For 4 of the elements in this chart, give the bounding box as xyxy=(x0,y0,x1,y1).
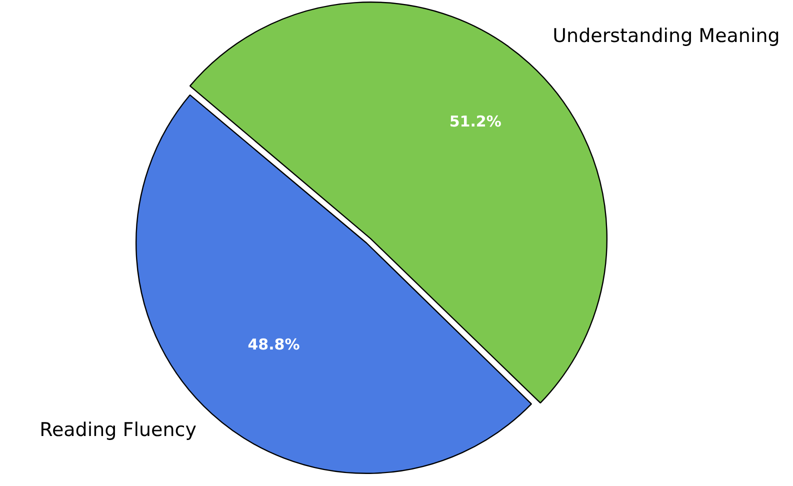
data-label: 51.2% xyxy=(449,112,502,131)
slice-label: Reading Fluency xyxy=(40,418,196,441)
slice-label: Understanding Meaning xyxy=(552,25,780,48)
data-label: 48.8% xyxy=(248,335,300,354)
